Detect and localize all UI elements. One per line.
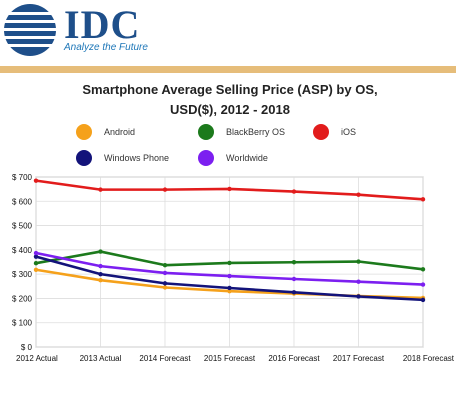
legend-label: BlackBerry OS xyxy=(226,127,286,137)
data-point xyxy=(98,263,103,269)
y-tick-label: $ 400 xyxy=(12,246,33,255)
brand-name: IDC xyxy=(64,2,141,47)
y-tick-label: $ 600 xyxy=(12,197,33,206)
data-point xyxy=(420,297,426,303)
data-point xyxy=(98,278,103,283)
legend-swatch xyxy=(313,124,329,140)
data-point xyxy=(33,178,39,183)
x-tick-label: 2013 Actual xyxy=(80,354,122,363)
y-tick-label: $ 500 xyxy=(12,222,33,231)
data-point xyxy=(356,259,361,264)
chart-title: Smartphone Average Selling Price (ASP) b… xyxy=(40,80,420,120)
data-point xyxy=(356,279,361,284)
data-point xyxy=(227,186,232,192)
y-tick-label: $ 0 xyxy=(21,343,33,352)
line-chart: $ 0 $ 100 $ 200 $ 300 $ 400 $ 500 $ 600 $ 700 20… xyxy=(12,173,455,363)
data-point xyxy=(356,192,361,197)
data-point xyxy=(291,189,297,194)
x-tick-label: 2012 Actual xyxy=(16,354,58,363)
data-point xyxy=(162,270,168,276)
data-point xyxy=(162,262,168,268)
legend-item-windows-phone[interactable]: Windows Phone xyxy=(76,148,169,168)
data-point xyxy=(98,187,103,192)
y-tick-label: $ 100 xyxy=(12,319,33,328)
data-point xyxy=(420,282,426,287)
data-point xyxy=(33,250,39,256)
y-tick-label: $ 200 xyxy=(12,294,33,303)
data-point xyxy=(420,267,426,272)
data-point xyxy=(356,294,361,299)
legend-item-android[interactable]: Android xyxy=(76,122,135,142)
data-point xyxy=(227,285,232,291)
legend-item-blackberry[interactable]: BlackBerry OS xyxy=(198,122,285,142)
data-point xyxy=(98,249,103,254)
header-divider xyxy=(0,66,456,73)
data-point xyxy=(291,260,297,265)
legend-item-ios[interactable]: iOS xyxy=(313,122,356,142)
brand-tagline: Analyze the Future xyxy=(64,42,148,53)
y-tick-label: $ 300 xyxy=(12,270,33,279)
data-point xyxy=(420,197,426,202)
chart-title-line-2: USD($), 2012 - 2018 xyxy=(170,102,290,117)
legend-item-worldwide[interactable]: Worldwide xyxy=(198,148,268,168)
data-point xyxy=(33,261,39,266)
data-point xyxy=(162,285,168,290)
data-point xyxy=(291,276,297,282)
x-tick-label: 2018 Forecast xyxy=(403,354,455,363)
data-point xyxy=(33,267,39,272)
legend-swatch xyxy=(76,124,92,140)
legend-label: iOS xyxy=(341,127,357,137)
x-tick-label: 2015 Forecast xyxy=(204,354,256,363)
data-point xyxy=(227,273,232,279)
legend-label: Windows Phone xyxy=(104,153,170,163)
legend-label: Android xyxy=(104,127,136,137)
x-tick-label: 2014 Forecast xyxy=(139,354,191,363)
data-point xyxy=(291,290,297,295)
x-tick-label: 2017 Forecast xyxy=(333,354,385,363)
legend-swatch xyxy=(198,150,214,166)
data-point xyxy=(227,260,232,266)
data-point xyxy=(227,288,232,294)
chart-title-line-1: Smartphone Average Selling Price (ASP) b… xyxy=(82,82,378,97)
legend-swatch xyxy=(198,124,214,140)
data-point xyxy=(33,254,39,259)
data-point xyxy=(162,281,168,286)
data-point xyxy=(162,187,168,192)
legend-swatch xyxy=(76,150,92,166)
y-tick-label: $ 700 xyxy=(12,173,33,182)
idc-logo: IDC Analyze the Future xyxy=(0,0,456,66)
globe-logo-icon xyxy=(4,4,56,56)
data-point xyxy=(98,271,103,277)
x-tick-label: 2016 Forecast xyxy=(268,354,320,363)
legend-label: Worldwide xyxy=(226,153,268,163)
